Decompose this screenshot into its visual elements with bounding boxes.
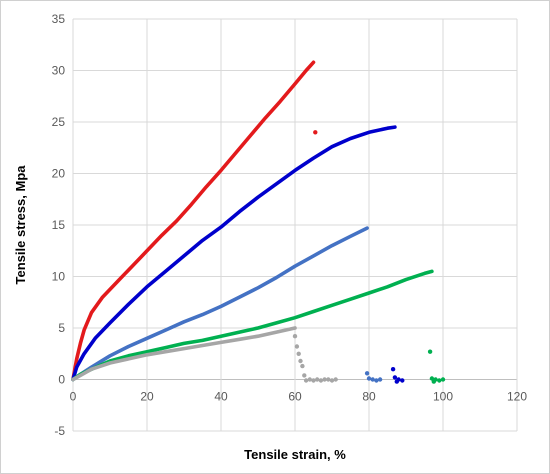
y-axis-title: Tensile stress, Mpa	[13, 165, 28, 285]
y-tick-label: 20	[52, 167, 66, 181]
series-line	[71, 269, 434, 382]
series-layer	[71, 60, 446, 384]
data-point	[318, 378, 324, 383]
x-tick-label: 120	[507, 390, 527, 404]
data-point	[307, 377, 312, 382]
x-tick-label: 80	[362, 390, 376, 404]
data-point	[326, 377, 331, 382]
x-tick-label: 100	[433, 390, 453, 404]
data-point	[292, 334, 298, 339]
y-tick-labels: -5 0 5 10 15 20 25 30 35	[52, 12, 66, 438]
data-point	[364, 371, 370, 376]
series-line	[71, 125, 397, 382]
y-tick-label: 5	[58, 321, 65, 335]
data-point	[333, 377, 338, 382]
data-point	[294, 344, 300, 349]
data-point	[329, 378, 335, 383]
x-tick-labels: 0 20 40 60 80 100 120	[70, 390, 528, 404]
y-tick-label: 35	[52, 12, 66, 26]
data-point	[374, 378, 379, 383]
data-point	[322, 377, 327, 382]
data-point	[440, 377, 446, 382]
data-point	[427, 349, 433, 354]
data-point	[400, 378, 405, 383]
y-tick-label: 0	[58, 373, 65, 387]
y-tick-label: 30	[52, 64, 66, 78]
data-point	[390, 367, 396, 372]
x-tick-label: 40	[214, 390, 228, 404]
y-tick-label: 25	[52, 115, 66, 129]
y-tick-label: 15	[52, 218, 66, 232]
x-tick-label: 0	[70, 390, 77, 404]
data-series	[71, 326, 338, 383]
y-tick-label: 10	[52, 270, 66, 284]
data-point	[315, 377, 320, 382]
data-point	[366, 376, 372, 381]
series-line	[71, 60, 316, 382]
series-line	[71, 226, 369, 382]
data-point	[311, 378, 316, 383]
x-axis-title: Tensile strain, %	[244, 447, 346, 462]
x-tick-label: 60	[288, 390, 302, 404]
data-point	[303, 378, 309, 383]
data-point	[433, 377, 438, 382]
series-line	[71, 326, 297, 382]
data-point	[370, 377, 375, 382]
data-point	[396, 377, 401, 382]
data-point	[377, 377, 383, 382]
y-tick-label: -5	[54, 424, 65, 438]
data-series	[71, 269, 446, 384]
x-tick-label: 20	[140, 390, 154, 404]
data-point	[296, 351, 301, 356]
data-point	[300, 363, 305, 369]
data-point	[313, 130, 318, 135]
data-point	[392, 375, 398, 380]
data-point	[298, 358, 303, 364]
data-series	[71, 60, 318, 382]
data-point	[302, 373, 307, 378]
data-point	[437, 378, 442, 383]
grid-layer	[72, 18, 518, 432]
data-series	[71, 125, 405, 384]
data-series	[71, 226, 383, 383]
